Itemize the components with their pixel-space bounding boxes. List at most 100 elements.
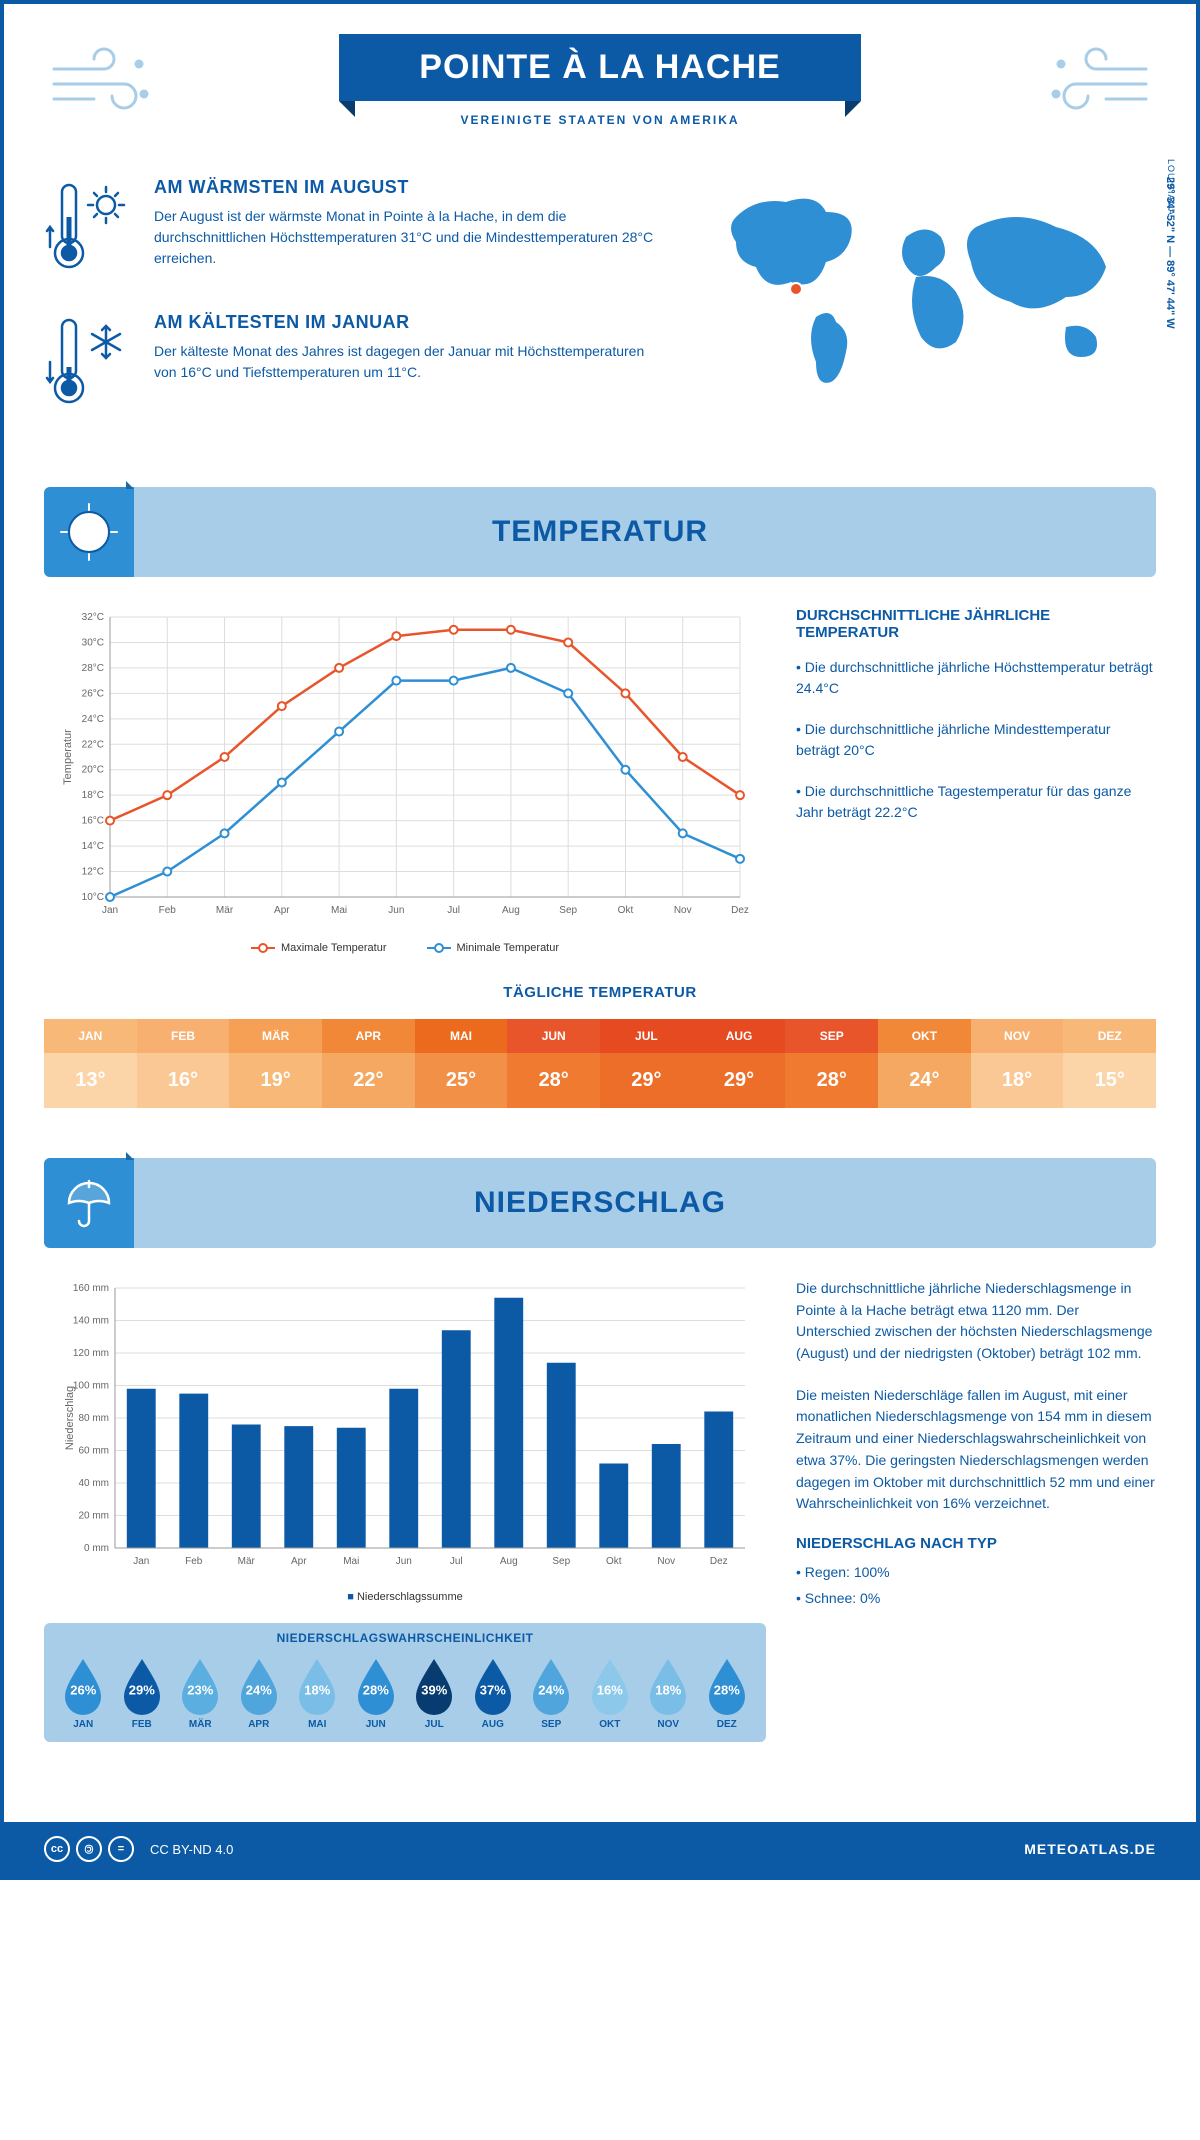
legend-min: Minimale Temperatur xyxy=(457,942,560,954)
daily-col: JUN 28° xyxy=(507,1019,600,1108)
coords-label: 29° 34' 52" N — 89° 47' 44" W xyxy=(1164,177,1176,329)
daily-temp-table: JAN 13° FEB 16° MÄR 19° APR 22° MAI 25° … xyxy=(44,1019,1156,1108)
bar-legend: Niederschlagssumme xyxy=(44,1591,766,1603)
svg-text:10°C: 10°C xyxy=(82,892,104,903)
prob-drop: 37% AUG xyxy=(469,1655,517,1730)
daily-col: MÄR 19° xyxy=(229,1019,322,1108)
svg-text:140 mm: 140 mm xyxy=(73,1316,109,1327)
svg-text:80 mm: 80 mm xyxy=(78,1413,109,1424)
thermometer-sun-icon xyxy=(44,177,134,282)
by-icon: 🄯 xyxy=(76,1836,102,1862)
svg-text:Jun: Jun xyxy=(388,905,404,916)
precip-type-title: NIEDERSCHLAG NACH TYP xyxy=(796,1535,1156,1552)
footer-site: METEOATLAS.DE xyxy=(1024,1841,1156,1857)
prob-title: NIEDERSCHLAGSWAHRSCHEINLICHKEIT xyxy=(44,1631,766,1645)
svg-text:Aug: Aug xyxy=(500,1556,518,1567)
daily-col: JUL 29° xyxy=(600,1019,693,1108)
svg-text:0 mm: 0 mm xyxy=(84,1543,109,1554)
daily-temp-title: TÄGLICHE TEMPERATUR xyxy=(44,984,1156,1001)
temperature-title: TEMPERATUR xyxy=(492,515,708,549)
prob-drop: 16% OKT xyxy=(586,1655,634,1730)
warmest-text: Der August ist der wärmste Monat in Poin… xyxy=(154,206,666,269)
svg-text:28°C: 28°C xyxy=(82,663,104,674)
section-temperature: TEMPERATUR xyxy=(44,487,1156,577)
page-subtitle: VEREINIGTE STAATEN VON AMERIKA xyxy=(44,113,1156,127)
svg-text:26°C: 26°C xyxy=(82,688,104,699)
svg-text:Jul: Jul xyxy=(447,905,460,916)
svg-text:Okt: Okt xyxy=(606,1556,622,1567)
precip-chart: 0 mm20 mm40 mm60 mm80 mm100 mm120 mm140 … xyxy=(44,1278,766,1603)
umbrella-icon xyxy=(44,1158,134,1248)
coldest-title: AM KÄLTESTEN IM JANUAR xyxy=(154,312,666,333)
svg-text:Niederschlag: Niederschlag xyxy=(64,1386,76,1450)
temp-info-1: • Die durchschnittliche jährliche Höchst… xyxy=(796,657,1156,699)
prob-drop: 24% SEP xyxy=(527,1655,575,1730)
section-precip: NIEDERSCHLAG xyxy=(44,1158,1156,1248)
precip-p1: Die durchschnittliche jährliche Niedersc… xyxy=(796,1278,1156,1365)
daily-col: NOV 18° xyxy=(971,1019,1064,1108)
svg-text:32°C: 32°C xyxy=(82,612,104,623)
svg-text:60 mm: 60 mm xyxy=(78,1446,109,1457)
wind-icon xyxy=(44,44,154,119)
thermometer-snow-icon xyxy=(44,312,134,417)
daily-col: APR 22° xyxy=(322,1019,415,1108)
footer: cc 🄯 = CC BY-ND 4.0 METEOATLAS.DE xyxy=(4,1822,1196,1876)
fact-warmest: AM WÄRMSTEN IM AUGUST Der August ist der… xyxy=(44,177,666,282)
license-label: CC BY-ND 4.0 xyxy=(150,1842,233,1857)
svg-text:Jun: Jun xyxy=(396,1556,412,1567)
daily-col: AUG 29° xyxy=(693,1019,786,1108)
daily-col: DEZ 15° xyxy=(1063,1019,1156,1108)
temp-info-3: • Die durchschnittliche Tagestemperatur … xyxy=(796,781,1156,823)
legend-max: Maximale Temperatur xyxy=(281,942,387,954)
prob-drop: 28% JUN xyxy=(352,1655,400,1730)
svg-text:Nov: Nov xyxy=(674,905,692,916)
svg-text:Okt: Okt xyxy=(618,905,634,916)
wind-icon xyxy=(1046,44,1156,119)
svg-text:100 mm: 100 mm xyxy=(73,1381,109,1392)
precip-p2: Die meisten Niederschläge fallen im Augu… xyxy=(796,1385,1156,1515)
svg-text:Sep: Sep xyxy=(552,1556,570,1567)
prob-drop: 18% MAI xyxy=(293,1655,341,1730)
svg-text:20 mm: 20 mm xyxy=(78,1511,109,1522)
world-map: LOUISIANA 29° 34' 52" N — 89° 47' 44" W xyxy=(696,177,1156,447)
svg-text:160 mm: 160 mm xyxy=(73,1283,109,1294)
daily-col: MAI 25° xyxy=(415,1019,508,1108)
svg-text:Jul: Jul xyxy=(450,1556,463,1567)
coldest-text: Der kälteste Monat des Jahres ist dagege… xyxy=(154,341,666,383)
daily-col: JAN 13° xyxy=(44,1019,137,1108)
daily-col: SEP 28° xyxy=(785,1019,878,1108)
svg-text:20°C: 20°C xyxy=(82,765,104,776)
svg-text:Mai: Mai xyxy=(331,905,347,916)
svg-text:Jan: Jan xyxy=(133,1556,149,1567)
warmest-title: AM WÄRMSTEN IM AUGUST xyxy=(154,177,666,198)
prob-drop: 18% NOV xyxy=(644,1655,692,1730)
svg-text:22°C: 22°C xyxy=(82,739,104,750)
page-title: POINTE À LA HACHE xyxy=(339,34,860,101)
svg-text:Mär: Mär xyxy=(216,905,234,916)
svg-text:18°C: 18°C xyxy=(82,790,104,801)
svg-text:12°C: 12°C xyxy=(82,867,104,878)
prob-drop: 23% MÄR xyxy=(176,1655,224,1730)
daily-col: OKT 24° xyxy=(878,1019,971,1108)
precip-type-1: • Regen: 100% xyxy=(796,1562,1156,1584)
prob-drop: 26% JAN xyxy=(59,1655,107,1730)
svg-text:Sep: Sep xyxy=(559,905,577,916)
svg-text:Dez: Dez xyxy=(710,1556,728,1567)
nd-icon: = xyxy=(108,1836,134,1862)
svg-text:Apr: Apr xyxy=(274,905,290,916)
precip-title: NIEDERSCHLAG xyxy=(474,1186,726,1220)
svg-text:Mai: Mai xyxy=(343,1556,359,1567)
svg-text:24°C: 24°C xyxy=(82,714,104,725)
svg-text:Feb: Feb xyxy=(159,905,177,916)
prob-drop: 24% APR xyxy=(235,1655,283,1730)
temp-info-2: • Die durchschnittliche jährliche Mindes… xyxy=(796,719,1156,761)
cc-icon: cc xyxy=(44,1836,70,1862)
prob-drop: 39% JUL xyxy=(410,1655,458,1730)
svg-text:Apr: Apr xyxy=(291,1556,307,1567)
svg-text:Aug: Aug xyxy=(502,905,520,916)
temp-info-title: DURCHSCHNITTLICHE JÄHRLICHE TEMPERATUR xyxy=(796,607,1156,641)
precip-probability: NIEDERSCHLAGSWAHRSCHEINLICHKEIT 26% JAN … xyxy=(44,1623,766,1742)
temperature-chart: 10°C12°C14°C16°C18°C20°C22°C24°C26°C28°C… xyxy=(44,607,766,954)
svg-text:16°C: 16°C xyxy=(82,816,104,827)
daily-col: FEB 16° xyxy=(137,1019,230,1108)
